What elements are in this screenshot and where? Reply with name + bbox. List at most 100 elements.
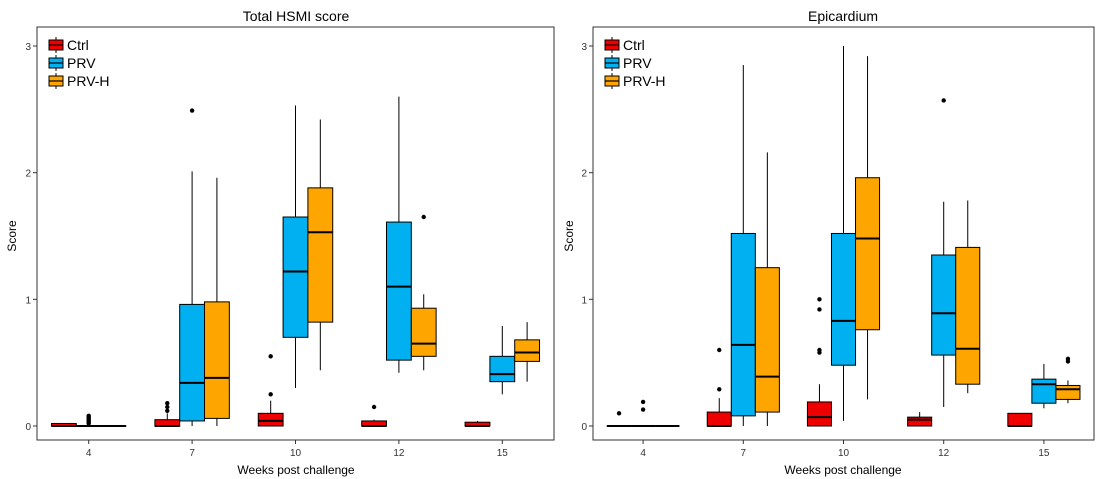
- outlier-point: [640, 399, 646, 405]
- chart-title: Total HSMI score: [243, 8, 350, 24]
- box-prv-week-12: [385, 96, 412, 373]
- y-axis-label: Score: [562, 220, 576, 252]
- x-tick-label: 7: [741, 448, 747, 459]
- y-tick-label: 1: [25, 295, 31, 306]
- box-prv-h-week-10: [855, 56, 881, 400]
- legend-label: PRV: [67, 55, 96, 71]
- box-prv-week-7: [730, 65, 756, 426]
- chart-title: Epicardium: [808, 8, 878, 24]
- box-iqr: [855, 177, 881, 331]
- y-tick-label: 2: [581, 169, 587, 180]
- y-tick-label: 3: [25, 42, 31, 53]
- box-prv-week-10: [830, 46, 857, 421]
- legend-label: Ctrl: [67, 37, 89, 53]
- x-tick-label: 4: [86, 448, 92, 459]
- x-tick-label: 10: [838, 448, 850, 459]
- outlier-point: [165, 404, 170, 410]
- box-ctrl-week-12: [361, 404, 387, 427]
- outlier-point: [165, 408, 170, 413]
- outlier-point: [189, 108, 195, 113]
- box-prv-week-4: [75, 413, 102, 427]
- box-prv-week-10: [282, 105, 309, 388]
- box-prv-h-week-7: [204, 177, 230, 426]
- box-iqr: [489, 355, 516, 383]
- box-prv-h-week-12: [410, 214, 437, 371]
- legend-label: PRV-H: [623, 73, 666, 89]
- box-iqr: [1031, 378, 1057, 404]
- outlier-point: [717, 347, 722, 353]
- outlier-point: [165, 401, 170, 406]
- box-iqr: [907, 416, 933, 427]
- box-ctrl-week-15: [464, 420, 491, 427]
- box-ctrl-week-4: [50, 422, 77, 427]
- outlier-point: [616, 411, 622, 416]
- x-axis-label: Weeks post challenge: [784, 463, 902, 477]
- outlier-point: [817, 307, 822, 312]
- y-tick-label: 2: [25, 169, 31, 180]
- y-axis-label: Score: [5, 220, 19, 252]
- x-tick-label: 15: [1038, 448, 1050, 459]
- x-axis-label: Weeks post challenge: [237, 463, 355, 477]
- box-prv-week-4: [630, 399, 656, 427]
- box-iqr: [706, 411, 732, 427]
- y-tick-label: 1: [581, 295, 587, 306]
- box-prv-h-week-15: [514, 322, 541, 382]
- legend-label: PRV-H: [67, 73, 110, 89]
- outlier-point: [817, 347, 822, 353]
- box-iqr: [730, 232, 756, 417]
- box-ctrl-week-12: [907, 412, 933, 427]
- x-tick-label: 15: [497, 448, 509, 459]
- box-iqr: [754, 267, 780, 413]
- y-tick-label: 0: [25, 422, 31, 433]
- outlier-point: [717, 387, 722, 392]
- box-iqr: [514, 339, 541, 362]
- box-ctrl-week-7: [154, 401, 181, 427]
- legend-label: Ctrl: [623, 37, 645, 53]
- x-tick-label: 7: [189, 448, 195, 459]
- outlier-point: [268, 354, 273, 359]
- box-prv-h-week-10: [307, 119, 334, 371]
- legend-label: PRV: [623, 55, 652, 71]
- y-tick-label: 3: [581, 42, 587, 53]
- box-iqr: [955, 246, 981, 385]
- x-tick-label: 10: [290, 448, 302, 459]
- x-tick-label: 4: [640, 448, 646, 459]
- outlier-point: [941, 98, 946, 103]
- box-prv-h-week-12: [955, 200, 981, 394]
- box-prv-week-7: [179, 108, 206, 426]
- x-tick-label: 12: [393, 448, 405, 459]
- box-ctrl-week-10: [257, 354, 284, 427]
- outlier-point: [421, 214, 426, 220]
- outlier-point: [817, 297, 822, 302]
- y-tick-label: 0: [581, 422, 587, 433]
- box-prv-week-15: [489, 325, 516, 395]
- box-iqr: [385, 221, 412, 361]
- box-iqr: [931, 254, 957, 356]
- box-iqr: [806, 401, 832, 427]
- outlier-point: [1065, 356, 1071, 362]
- box-iqr: [204, 301, 230, 419]
- outlier-point: [640, 407, 646, 412]
- outlier-point: [371, 404, 377, 410]
- box-ctrl-week-15: [1007, 412, 1033, 427]
- box-iqr: [307, 187, 334, 323]
- box-prv-h-week-15: [1055, 356, 1081, 404]
- x-tick-label: 12: [938, 448, 950, 459]
- box-iqr: [1055, 384, 1081, 400]
- box-iqr: [282, 216, 309, 338]
- box-iqr: [410, 307, 437, 357]
- box-prv-week-12: [931, 98, 957, 407]
- outlier-point: [268, 392, 273, 397]
- box-iqr: [1007, 412, 1033, 427]
- box-ctrl-week-10: [806, 297, 832, 427]
- box-prv-h-week-7: [754, 152, 780, 426]
- box-iqr: [257, 412, 284, 427]
- box-ctrl-week-7: [706, 347, 732, 427]
- outlier-point: [86, 413, 91, 419]
- box-iqr: [179, 303, 206, 422]
- box-iqr: [830, 232, 857, 366]
